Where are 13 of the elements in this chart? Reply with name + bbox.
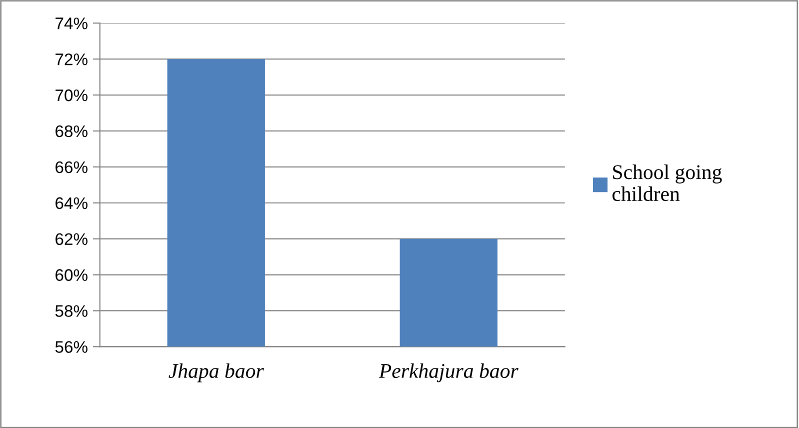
x-tick-label: Jhapa baor [168, 363, 264, 382]
y-tick-label: 60% [56, 269, 88, 281]
y-tick-label: 58% [55, 305, 88, 317]
y-tick-label: 56% [55, 341, 88, 353]
y-tick-label: 70% [56, 89, 88, 102]
y-tick-label: 74% [56, 18, 88, 30]
y-tick-label: 64% [56, 197, 88, 210]
y-tick-label: 66% [56, 161, 88, 174]
y-tick-label: 68% [56, 125, 88, 138]
x-tick-label: Perkhajura baor [378, 363, 518, 382]
y-tick-label: 62% [56, 233, 88, 246]
legend-label: School going children [612, 164, 722, 202]
y-tick-label: 72% [56, 53, 88, 66]
